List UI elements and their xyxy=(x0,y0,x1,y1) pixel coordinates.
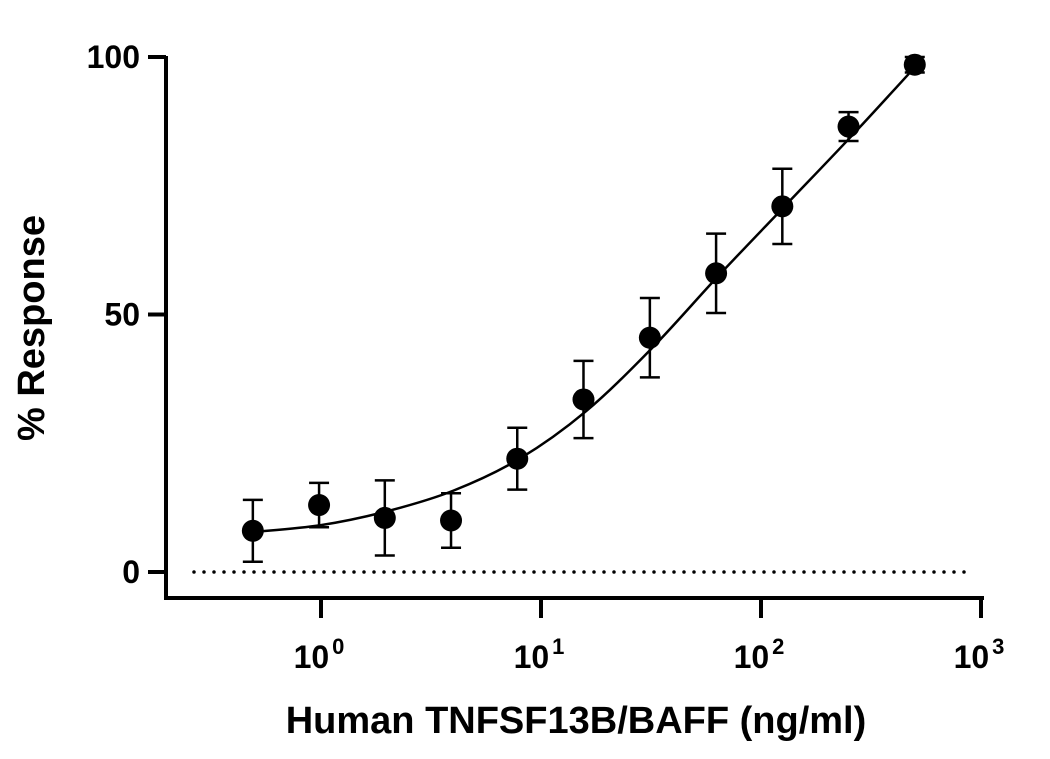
data-points xyxy=(241,53,926,542)
data-point xyxy=(506,447,529,470)
error-bars xyxy=(242,55,925,563)
y-axis-title: % Response xyxy=(11,215,53,441)
y-tick-label: 100 xyxy=(87,39,140,75)
data-point xyxy=(308,494,331,517)
data-point xyxy=(241,519,264,542)
data-point xyxy=(373,506,396,529)
x-tick-label: 10 3 xyxy=(954,634,1005,675)
data-point xyxy=(572,388,595,411)
axes xyxy=(148,55,984,618)
y-tick-label: 0 xyxy=(122,554,140,590)
fit-curve-path xyxy=(254,66,916,534)
data-point xyxy=(837,115,860,138)
data-point xyxy=(705,262,728,285)
data-point xyxy=(638,326,661,349)
fit-curve xyxy=(254,66,916,534)
tick-labels: 0 50 100 10 0 10 1 10 2 10 3 xyxy=(87,39,1005,675)
x-tick-label: 10 2 xyxy=(734,634,785,675)
x-axis-title: Human TNFSF13B/BAFF (ng/ml) xyxy=(286,700,867,742)
data-point xyxy=(771,195,794,218)
x-tick-label: 10 0 xyxy=(294,634,345,675)
y-tick-label: 50 xyxy=(104,297,140,333)
data-point xyxy=(440,509,463,532)
x-tick-label: 10 1 xyxy=(514,634,565,675)
data-point xyxy=(903,53,926,76)
